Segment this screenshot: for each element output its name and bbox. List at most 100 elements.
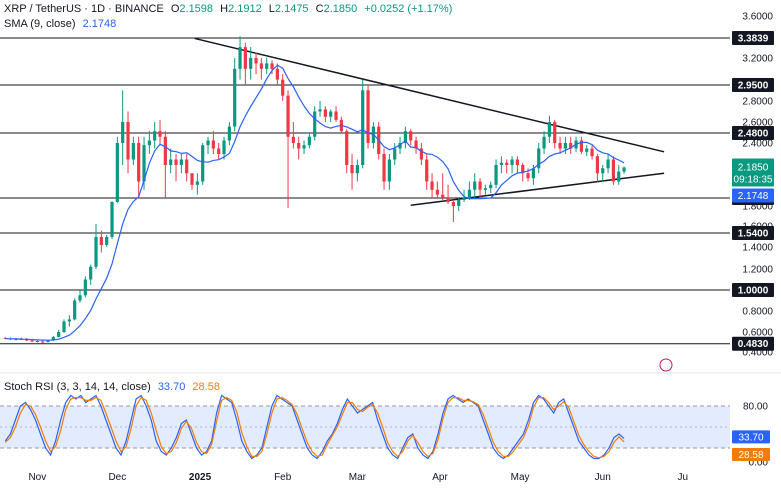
candle-body <box>590 148 594 157</box>
candle-body <box>179 159 183 165</box>
rsi-d-line <box>4 396 625 459</box>
candle-body <box>435 189 439 195</box>
price-level-tag-label: 0.4830 <box>738 339 769 350</box>
rsi-band-layer <box>0 372 781 449</box>
price-level-tag <box>732 226 774 240</box>
triangle-upper-line <box>194 37 665 153</box>
candle-body <box>83 279 87 296</box>
x-axis-layer: Nov Dec 2025 Feb Mar Apr May Jun Ju <box>28 472 688 483</box>
y-tick-label: 3.6000 <box>742 12 773 23</box>
candle-body <box>457 200 461 206</box>
candle-body <box>35 341 39 342</box>
symbol-title[interactable]: XRP / TetherUS · 1D · BINANCE <box>4 3 164 15</box>
candle-body <box>275 68 279 80</box>
rsi-layer <box>4 394 625 460</box>
candle-body <box>46 340 50 342</box>
price-level-tag-label: 3.3839 <box>738 34 769 45</box>
candle-body <box>121 122 125 143</box>
candle-body <box>446 198 450 202</box>
candle-body <box>51 337 55 341</box>
candle-body <box>425 159 429 182</box>
candle-body <box>505 162 509 165</box>
candle-body <box>462 198 466 200</box>
candle-body <box>334 111 338 120</box>
y-tick-label: 0.6000 <box>742 328 773 339</box>
rsi-k-tag-label: 33.70 <box>738 432 763 443</box>
price-level-tag <box>732 283 774 297</box>
candle-body <box>281 79 285 96</box>
candle-body <box>515 159 519 165</box>
candle-body <box>153 131 157 141</box>
y-tick-label: 1.2000 <box>742 265 773 276</box>
current-price-label: 2.1850 <box>738 162 769 173</box>
candle-body <box>398 143 402 149</box>
y-tick-label: 0.4000 <box>742 348 773 359</box>
candle-body <box>622 167 626 172</box>
candle-body <box>595 156 600 174</box>
candle-body <box>526 173 530 179</box>
price-level-tag-label: 1.0000 <box>738 286 769 297</box>
candle-body <box>606 159 610 169</box>
x-tick-label: Apr <box>432 472 448 483</box>
candle-body <box>601 168 605 174</box>
y-tick-label: 0.8000 <box>742 307 773 318</box>
candle-body <box>201 145 205 182</box>
candle-body <box>387 159 391 182</box>
sma-label: SMA (9, close) <box>4 18 76 30</box>
y-tick-label: 1.4000 <box>742 243 773 254</box>
high-label: H <box>220 3 229 15</box>
x-tick-label: Jun <box>595 472 611 483</box>
rsi-y-tick-label: 80.00 <box>743 402 768 413</box>
candle-body <box>510 159 514 165</box>
rsi-d-tag <box>732 447 770 461</box>
candle-body <box>222 140 226 154</box>
sma-legend[interactable]: SMA (9, close) 2.1748 <box>4 18 120 30</box>
price-level-tag <box>732 336 774 351</box>
candle-body <box>259 63 263 69</box>
price-level-tag <box>732 78 774 92</box>
candle-body <box>110 202 114 237</box>
x-tick-label: Mar <box>349 472 367 483</box>
candle-body <box>350 165 354 174</box>
price-level-tag-label: 2.4800 <box>738 129 769 140</box>
candle-body <box>323 109 327 117</box>
x-tick-label: Dec <box>108 472 126 483</box>
low-label: L <box>268 3 275 15</box>
candle-body <box>243 47 247 69</box>
candle-body <box>585 148 589 152</box>
candle-body <box>206 140 210 146</box>
candle-body <box>270 63 274 69</box>
candle-body <box>227 126 231 141</box>
candle-body <box>579 140 584 152</box>
candle-body <box>89 266 93 280</box>
candle-body <box>195 181 199 185</box>
high-value: 2.1912 <box>228 3 262 15</box>
sma-price-tag-label: 2.1748 <box>738 191 769 202</box>
price-level-tag <box>732 126 774 140</box>
candle-body <box>531 168 535 179</box>
candle-body <box>414 140 418 149</box>
candle-body <box>57 332 61 337</box>
candle-body <box>494 165 498 185</box>
candle-body <box>329 111 333 117</box>
candle-body <box>41 341 45 343</box>
candle-body <box>563 143 568 149</box>
rsi-legend[interactable]: Stoch RSI (3, 3, 14, 14, close) 33.70 28… <box>4 381 224 393</box>
candle-body <box>78 295 82 301</box>
candle-body <box>441 194 445 198</box>
price-level-tag-label: 1.5400 <box>738 229 769 240</box>
x-tick-label: Nov <box>28 472 46 483</box>
candle-body <box>547 122 552 137</box>
current-price-tag <box>732 158 774 187</box>
rsi-label: Stoch RSI (3, 3, 14, 14, close) <box>4 381 151 393</box>
candle-body <box>169 159 173 165</box>
triangle-lines-layer <box>194 37 665 206</box>
candle-body <box>163 136 167 165</box>
candle-body <box>217 148 221 154</box>
x-tick-label: 2025 <box>189 472 212 483</box>
sma-price-tag <box>732 188 774 203</box>
rsi-y-tick-label: 0.00 <box>749 458 769 469</box>
candle-body <box>291 136 295 143</box>
candle-body <box>142 145 146 182</box>
candle-body <box>345 131 349 165</box>
